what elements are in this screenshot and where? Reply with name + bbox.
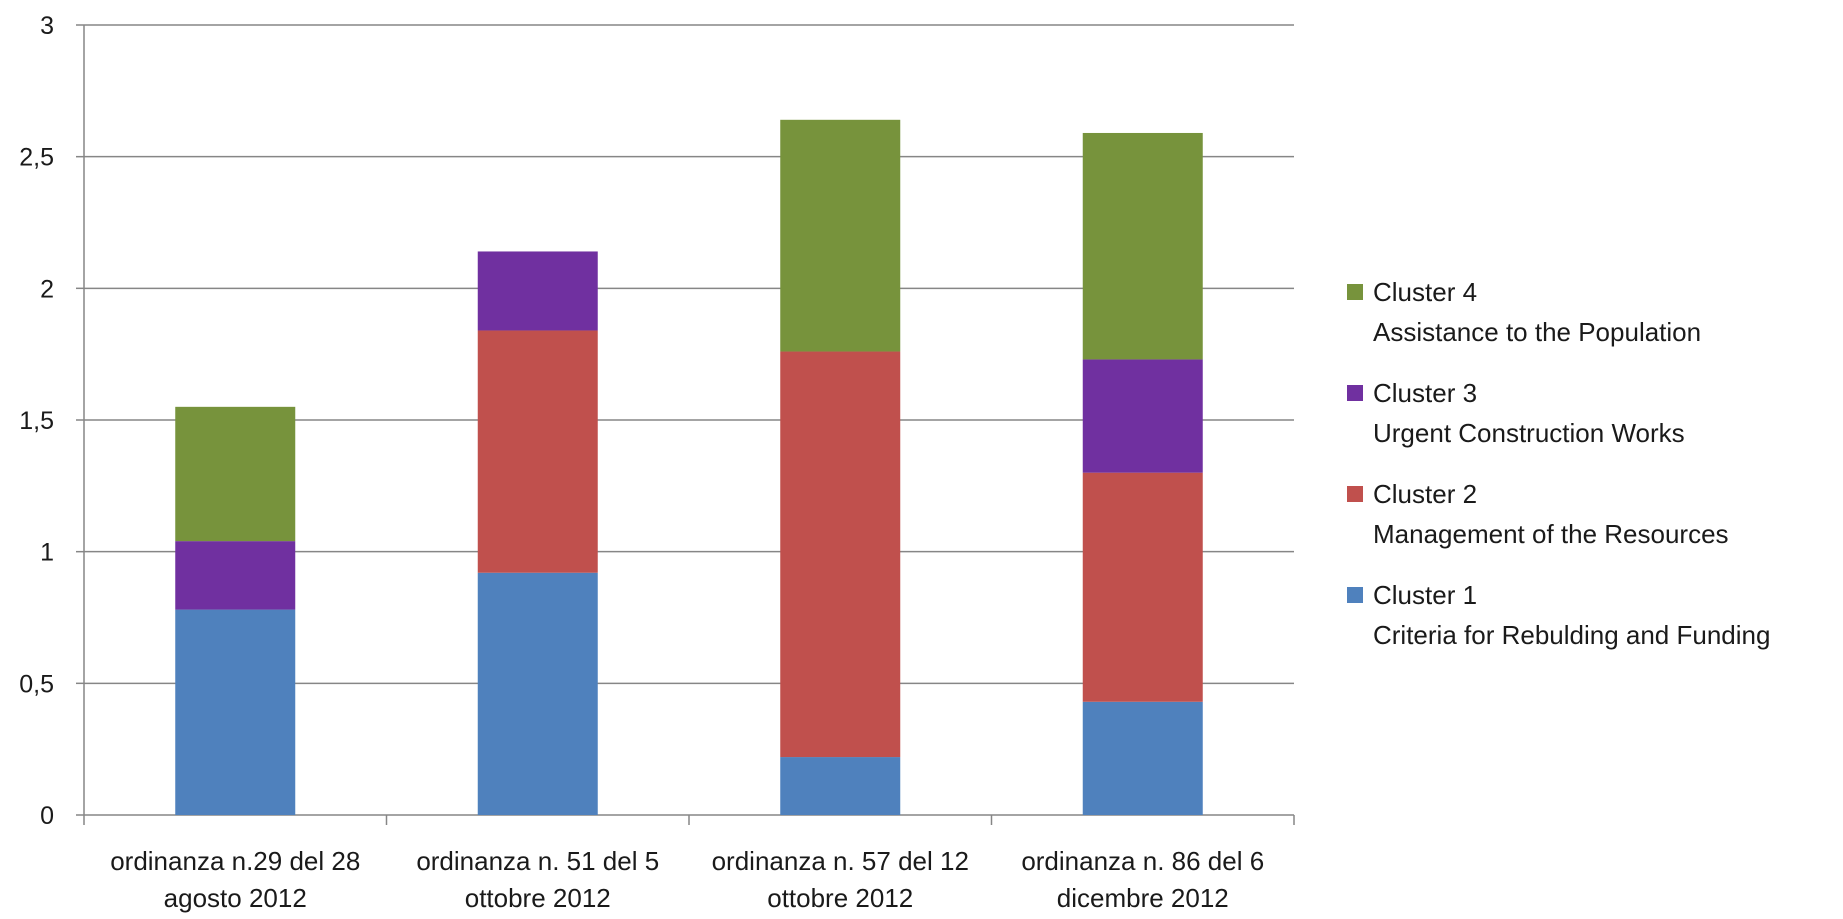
- x-category-label: agosto 2012: [164, 883, 307, 913]
- bar-segment-cluster-2-cat-2: [477, 330, 598, 573]
- legend-swatch: [1347, 587, 1363, 603]
- x-category-label: ordinanza n. 51 del 5: [416, 846, 659, 876]
- bar-segment-cluster-4-cat-1: [175, 406, 296, 542]
- legend-swatch: [1347, 284, 1363, 300]
- legend-series-name: Cluster 1: [1373, 580, 1477, 610]
- x-category-label: ordinanza n.29 del 28: [110, 846, 360, 876]
- bars: [175, 119, 1203, 815]
- y-tick-label: 1: [40, 539, 54, 567]
- y-tick-label: 1,5: [19, 407, 54, 435]
- bar-segment-cluster-3-cat-4: [1082, 359, 1203, 473]
- y-tick-label: 2,5: [19, 144, 54, 172]
- legend-swatch: [1347, 385, 1363, 401]
- bar-segment-cluster-3-cat-2: [477, 251, 598, 331]
- y-tick-label: 0: [40, 802, 54, 830]
- x-category-label: dicembre 2012: [1057, 883, 1229, 913]
- y-tick-label: 2: [40, 275, 54, 303]
- bar-segment-cluster-2-cat-4: [1082, 472, 1203, 702]
- legend-series-name: Cluster 2: [1373, 479, 1477, 509]
- legend-series-description: Criteria for Rebulding and Funding: [1373, 620, 1770, 650]
- x-category-label: ottobre 2012: [767, 883, 913, 913]
- bar-segment-cluster-1-cat-2: [477, 572, 598, 815]
- legend-series-description: Assistance to the Population: [1373, 317, 1701, 347]
- legend-series-description: Urgent Construction Works: [1373, 418, 1685, 448]
- legend-series-name: Cluster 3: [1373, 378, 1477, 408]
- legend-series-description: Management of the Resources: [1373, 519, 1729, 549]
- bar-segment-cluster-1-cat-1: [175, 609, 296, 815]
- bar-segment-cluster-3-cat-1: [175, 541, 296, 610]
- legend-swatch: [1347, 486, 1363, 502]
- y-tick-label: 0,5: [19, 670, 54, 698]
- x-category-label: ottobre 2012: [465, 883, 611, 913]
- y-tick-label: 3: [40, 12, 54, 40]
- bar-segment-cluster-1-cat-3: [780, 757, 901, 815]
- bar-segment-cluster-4-cat-3: [780, 119, 901, 352]
- x-category-label: ordinanza n. 57 del 12: [712, 846, 969, 876]
- bar-segment-cluster-1-cat-4: [1082, 701, 1203, 815]
- x-category-label: ordinanza n. 86 del 6: [1021, 846, 1264, 876]
- legend: Cluster 4 Assistance to the Population Clu…: [1347, 277, 1770, 650]
- legend-series-name: Cluster 4: [1373, 277, 1477, 307]
- bar-segment-cluster-2-cat-3: [780, 351, 901, 758]
- bar-segment-cluster-4-cat-4: [1082, 132, 1203, 360]
- axis-labels: 0 0,5 1 1,5 2 2,5 3 ordinanza n.29 del 28 agosto…: [19, 12, 1264, 913]
